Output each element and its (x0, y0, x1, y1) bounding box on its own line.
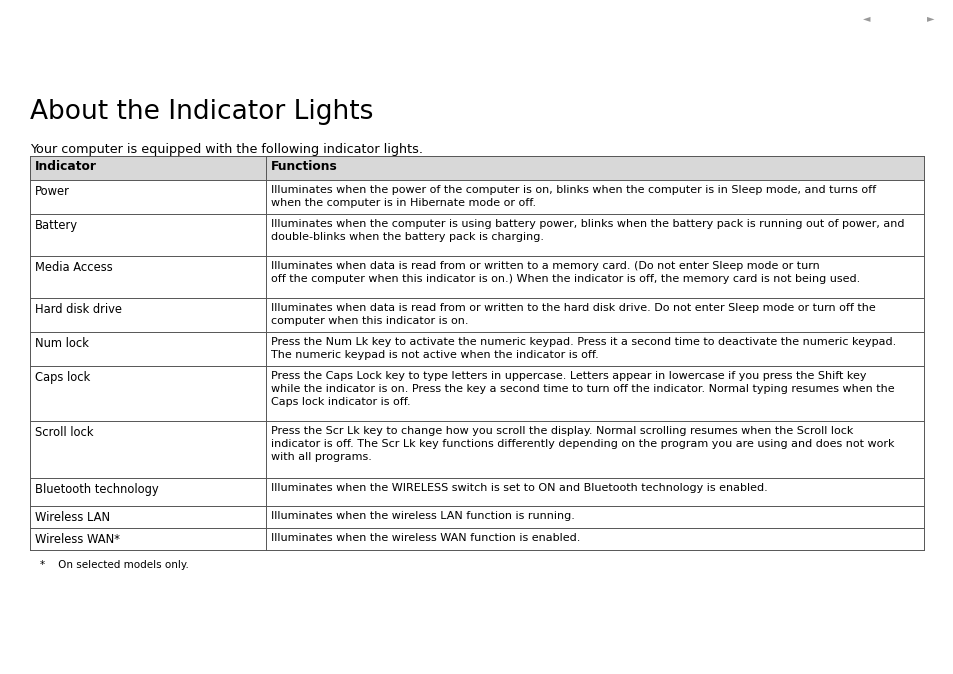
Text: Illuminates when the computer is using battery power, blinks when the battery pa: Illuminates when the computer is using b… (271, 219, 903, 242)
Text: VAIO: VAIO (21, 27, 85, 51)
Text: Power: Power (35, 185, 70, 198)
Text: Scroll lock: Scroll lock (35, 426, 93, 439)
Text: Illuminates when the power of the computer is on, blinks when the computer is in: Illuminates when the power of the comput… (271, 185, 875, 208)
Text: Your computer is equipped with the following indicator lights.: Your computer is equipped with the follo… (30, 143, 422, 156)
Text: Hard disk drive: Hard disk drive (35, 303, 122, 316)
Text: *    On selected models only.: * On selected models only. (40, 560, 189, 570)
Bar (30, 156, 923, 180)
Bar (30, 256, 923, 298)
Text: Wireless WAN*: Wireless WAN* (35, 533, 120, 546)
Text: Illuminates when the wireless LAN function is running.: Illuminates when the wireless LAN functi… (271, 511, 575, 521)
Text: Illuminates when the wireless WAN function is enabled.: Illuminates when the wireless WAN functi… (271, 533, 579, 543)
Text: Indicator: Indicator (35, 160, 97, 173)
Bar (30, 298, 923, 332)
Text: Press the Caps Lock key to type letters in uppercase. Letters appear in lowercas: Press the Caps Lock key to type letters … (271, 371, 894, 406)
Text: About the Indicator Lights: About the Indicator Lights (30, 99, 373, 125)
Text: Num lock: Num lock (35, 337, 89, 350)
Bar (30, 366, 923, 421)
Text: Illuminates when data is read from or written to a memory card. (Do not enter Sl: Illuminates when data is read from or wr… (271, 261, 860, 284)
Bar (30, 506, 923, 528)
Text: Functions: Functions (271, 160, 337, 173)
Bar (30, 214, 923, 256)
Text: Press the Scr Lk key to change how you scroll the display. Normal scrolling resu: Press the Scr Lk key to change how you s… (271, 426, 894, 462)
Text: Illuminates when the WIRELESS switch is set to ON and Bluetooth technology is en: Illuminates when the WIRELESS switch is … (271, 483, 767, 493)
Text: Battery: Battery (35, 219, 78, 232)
Text: ◄: ◄ (862, 13, 869, 23)
Text: Illuminates when data is read from or written to the hard disk drive. Do not ent: Illuminates when data is read from or wr… (271, 303, 875, 326)
Text: Bluetooth technology: Bluetooth technology (35, 483, 158, 496)
Text: Getting Started: Getting Started (846, 54, 949, 67)
Bar (30, 478, 923, 506)
Text: Caps lock: Caps lock (35, 371, 91, 384)
Text: Press the Num Lk key to activate the numeric keypad. Press it a second time to d: Press the Num Lk key to activate the num… (271, 337, 895, 360)
Bar (30, 180, 923, 214)
Bar (30, 332, 923, 366)
Bar (30, 528, 923, 550)
Text: Media Access: Media Access (35, 261, 112, 274)
Text: Wireless LAN: Wireless LAN (35, 511, 110, 524)
Text: 20: 20 (890, 13, 905, 23)
Bar (30, 421, 923, 478)
Text: ►: ► (926, 13, 934, 23)
